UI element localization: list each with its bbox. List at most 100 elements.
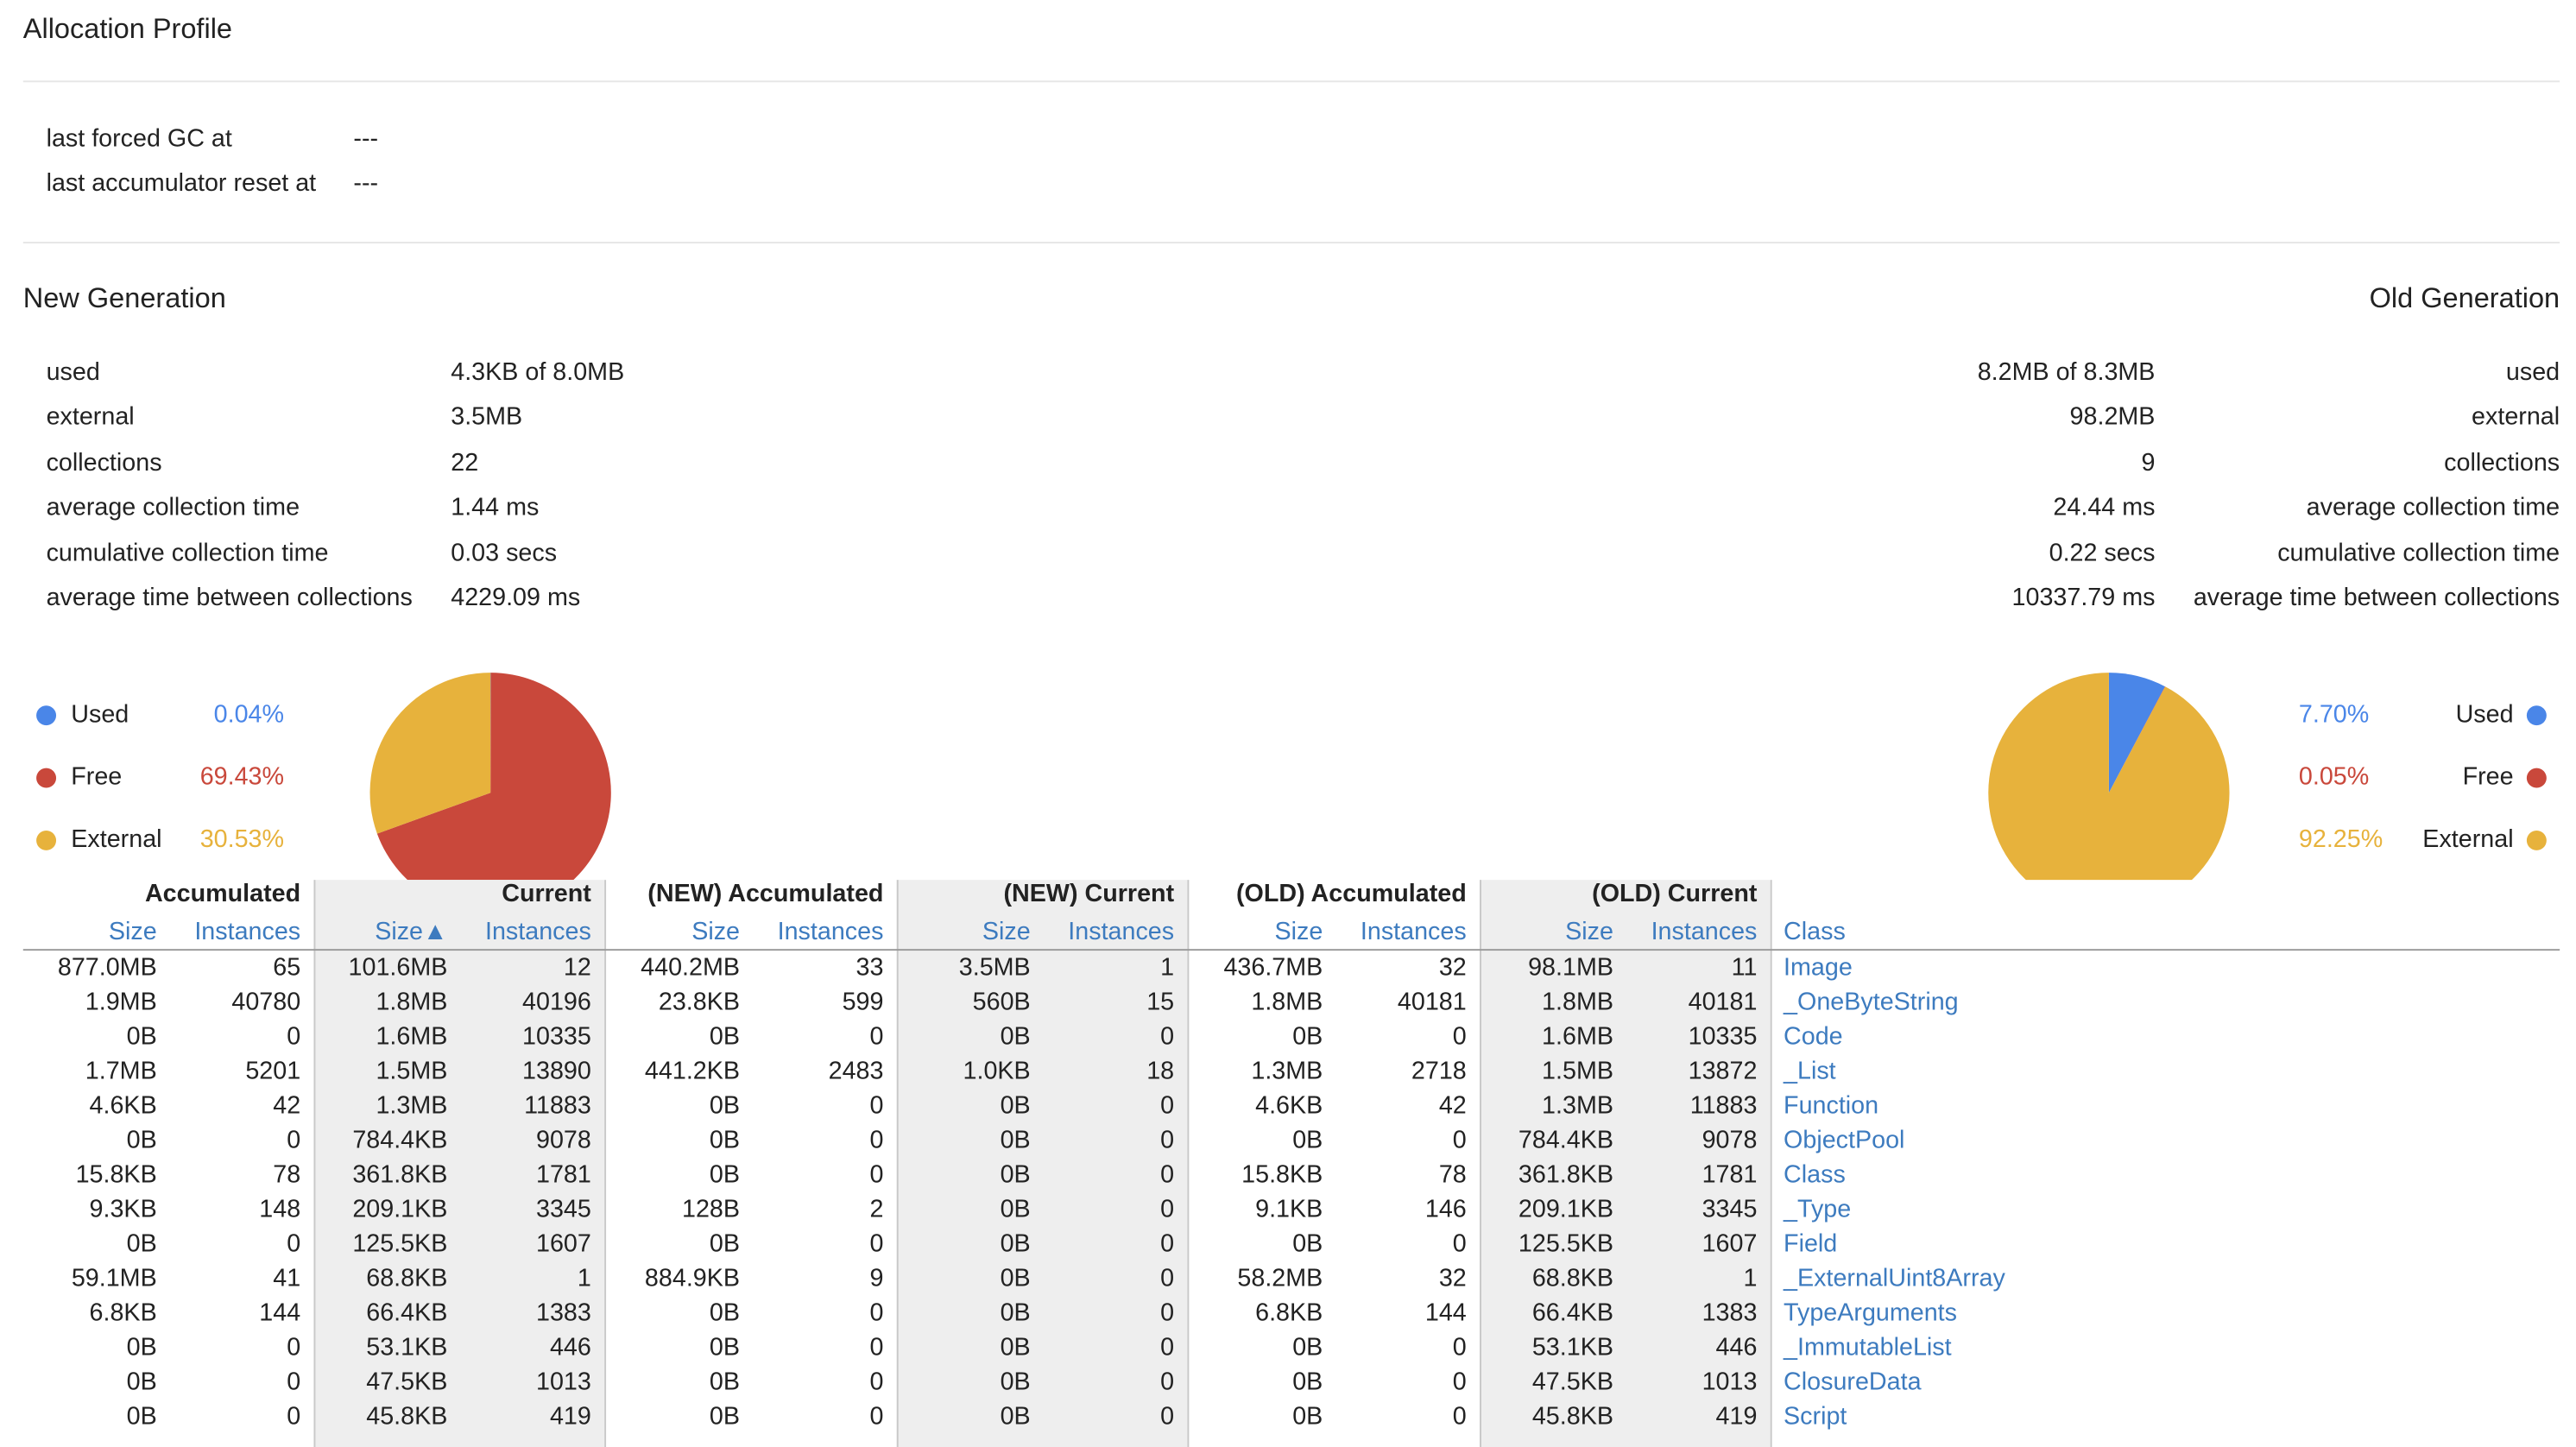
- class-link[interactable]: Code: [1784, 1022, 1843, 1052]
- class-link[interactable]: ObjectPool: [1784, 1126, 1905, 1155]
- legend-percent: 30.53%: [199, 825, 285, 854]
- table-row: 0B 0 784.4KB 9078 0B 0 0B 0 0B 0 784.4KB 9078 Object…: [23, 1127, 2560, 1161]
- size-cell: 0B: [1292, 1126, 1323, 1155]
- sort-instances-header[interactable]: Instances: [485, 917, 591, 946]
- instances-cell: 0: [1160, 1402, 1175, 1431]
- size-cell: 784.4KB: [1518, 1126, 1614, 1155]
- size-cell: 1.3MB: [1251, 1057, 1323, 1086]
- sort-size-header[interactable]: Size: [108, 917, 157, 946]
- sort-size-header-active[interactable]: Size▲: [375, 917, 448, 946]
- size-cell: 0B: [126, 1022, 157, 1052]
- class-link[interactable]: Class: [1784, 1160, 1846, 1190]
- instances-cell: 9078: [1702, 1126, 1758, 1155]
- table-row: 877.0MB 65 101.6MB 12 440.2MB 33 3.5MB 1 436.7MB…: [23, 954, 2560, 989]
- class-link[interactable]: TypeArguments: [1784, 1299, 1958, 1328]
- sort-size-header[interactable]: Size: [691, 917, 741, 946]
- size-cell: 0B: [1000, 1022, 1031, 1052]
- new-stat-label: average collection time: [46, 493, 300, 522]
- size-cell: 68.8KB: [1531, 1264, 1614, 1293]
- new-stat-label: used: [46, 358, 100, 387]
- size-cell: 0B: [1292, 1229, 1323, 1259]
- class-link[interactable]: Function: [1784, 1091, 1879, 1121]
- size-cell: 47.5KB: [1531, 1368, 1614, 1397]
- sort-size-header[interactable]: Size: [1274, 917, 1323, 946]
- new-stat-value: 3.5MB: [451, 403, 523, 432]
- class-link[interactable]: _ExternalUint8Array: [1784, 1264, 2005, 1293]
- size-cell: 125.5KB: [1518, 1229, 1614, 1259]
- sort-instances-header[interactable]: Instances: [1651, 917, 1758, 946]
- class-link[interactable]: _OneByteString: [1784, 988, 1959, 1017]
- instances-cell: 0: [287, 1022, 301, 1052]
- sort-instances-header[interactable]: Instances: [194, 917, 301, 946]
- instances-cell: 1383: [536, 1299, 591, 1328]
- legend-percent: 0.04%: [213, 700, 285, 729]
- table-row: 0B 0 1.6MB 10335 0B 0 0B 0 0B 0 1.6MB 10335 Code: [23, 1023, 2560, 1058]
- instances-cell: 5201: [245, 1057, 301, 1086]
- group-header: (OLD) Current: [1592, 880, 1758, 908]
- instances-cell: 12: [563, 953, 591, 983]
- size-cell: 53.1KB: [1531, 1333, 1614, 1362]
- size-cell: 68.8KB: [366, 1264, 448, 1293]
- class-link[interactable]: Script: [1784, 1402, 1847, 1431]
- size-cell: 0B: [1292, 1368, 1323, 1397]
- size-cell: 1.8MB: [1542, 988, 1614, 1017]
- instances-cell: 78: [273, 1160, 301, 1190]
- instances-cell: 0: [1160, 1229, 1175, 1259]
- size-cell: 59.1MB: [71, 1264, 157, 1293]
- size-cell: 66.4KB: [366, 1299, 448, 1328]
- sort-instances-header[interactable]: Instances: [1068, 917, 1175, 946]
- size-cell: 0B: [1292, 1402, 1323, 1431]
- class-link[interactable]: _ImmutableList: [1784, 1333, 1952, 1362]
- class-link[interactable]: ClosureData: [1784, 1368, 1922, 1397]
- instances-cell: 32: [1438, 953, 1467, 983]
- instances-cell: 40780: [231, 988, 301, 1017]
- table-row: 1.9MB 40780 1.8MB 40196 23.8KB 599 560B 15 1.8MB…: [23, 989, 2560, 1023]
- instances-cell: 1383: [1702, 1299, 1758, 1328]
- instances-cell: 0: [287, 1126, 301, 1155]
- sort-size-header[interactable]: Size: [1565, 917, 1614, 946]
- old-generation-pie-chart: [1988, 673, 2230, 881]
- group-header: (NEW) Accumulated: [647, 880, 884, 908]
- size-cell: 45.8KB: [366, 1402, 448, 1431]
- size-cell: 4.6KB: [89, 1091, 157, 1121]
- size-cell: 209.1KB: [1518, 1195, 1614, 1224]
- size-cell: 101.6MB: [348, 953, 448, 983]
- size-cell: 0B: [1000, 1229, 1031, 1259]
- instances-cell: 0: [869, 1091, 884, 1121]
- size-cell: 436.7MB: [1223, 953, 1323, 983]
- legend-free-dot: [36, 768, 57, 788]
- instances-cell: 40196: [522, 988, 591, 1017]
- size-cell: 1.3MB: [376, 1091, 448, 1121]
- legend-label: Used: [2455, 700, 2514, 729]
- size-cell: 98.1MB: [1528, 953, 1614, 983]
- sort-size-header[interactable]: Size: [982, 917, 1031, 946]
- size-cell: 441.2KB: [644, 1057, 741, 1086]
- class-link[interactable]: Image: [1784, 953, 1853, 983]
- instances-cell: 2: [869, 1195, 884, 1224]
- instances-cell: 40181: [1397, 988, 1467, 1017]
- pie-slice-free: [376, 673, 611, 881]
- instances-cell: 0: [1160, 1368, 1175, 1397]
- sort-instances-header[interactable]: Instances: [777, 917, 884, 946]
- table-row: 0B 0 47.5KB 1013 0B 0 0B 0 0B 0 47.5KB 1013 ClosureD…: [23, 1368, 2560, 1403]
- pie-slice-used: [2108, 673, 2165, 793]
- class-link[interactable]: Field: [1784, 1229, 1838, 1259]
- gc-info-value: ---: [353, 124, 379, 154]
- class-link[interactable]: _List: [1784, 1057, 1836, 1086]
- instances-cell: 0: [1160, 1091, 1175, 1121]
- old-stat-value: 98.2MB: [2069, 403, 2156, 432]
- size-cell: 0B: [709, 1091, 741, 1121]
- instances-cell: 1: [1160, 953, 1175, 983]
- size-cell: 0B: [709, 1368, 741, 1397]
- sort-class-header[interactable]: Class: [1784, 917, 1846, 946]
- old-generation-title: Old Generation: [2369, 282, 2560, 314]
- size-cell: 0B: [126, 1126, 157, 1155]
- sort-instances-header[interactable]: Instances: [1360, 917, 1467, 946]
- instances-cell: 0: [1160, 1022, 1175, 1052]
- class-link[interactable]: _Type: [1784, 1195, 1852, 1224]
- legend-label: External: [2422, 825, 2514, 854]
- instances-cell: 0: [869, 1299, 884, 1328]
- instances-cell: 1013: [536, 1368, 591, 1397]
- pie-slice-external: [369, 673, 491, 834]
- instances-cell: 0: [1160, 1264, 1175, 1293]
